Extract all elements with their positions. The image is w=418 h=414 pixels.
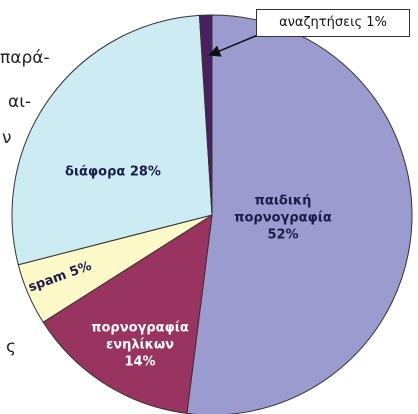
pie-slice bbox=[11, 14, 213, 266]
slice-label: παιδική πορνογραφία 52% bbox=[228, 193, 338, 244]
label-text: παιδική πορνογραφία bbox=[234, 193, 332, 226]
pie-slice bbox=[198, 14, 213, 216]
slice-label: πορνογραφία ενηλίκων 14% bbox=[85, 320, 195, 371]
label-text: διάφορα bbox=[65, 164, 126, 180]
label-text: 28% bbox=[129, 164, 161, 180]
value-label: 1% bbox=[366, 15, 387, 30]
body-text: αι- bbox=[8, 92, 32, 112]
slice-label: αναζητήσεις bbox=[279, 15, 363, 30]
body-text: ς bbox=[6, 337, 16, 357]
callout: αναζητήσεις 1% bbox=[256, 9, 410, 37]
body-text: παρά- bbox=[0, 48, 50, 68]
body-text: ν bbox=[2, 128, 12, 148]
label-text: 14% bbox=[124, 354, 156, 370]
callout-arrow bbox=[208, 34, 259, 57]
pie-slice bbox=[42, 214, 213, 414]
label-text: 52% bbox=[267, 227, 299, 243]
label-text: πορνογραφία ενηλίκων bbox=[91, 320, 189, 353]
slice-label: διάφορα 28% bbox=[65, 164, 161, 181]
